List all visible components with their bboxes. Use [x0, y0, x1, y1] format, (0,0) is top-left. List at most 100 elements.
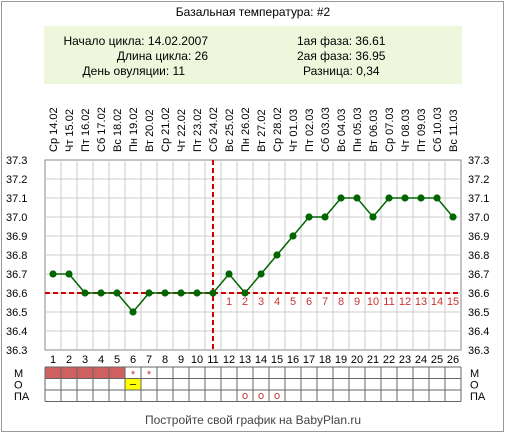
- y-tick-right: 37.1: [468, 193, 489, 205]
- x-tick-label: 13: [239, 354, 251, 366]
- phase2-day-label: 14: [431, 296, 443, 308]
- pa-mark: о: [274, 390, 280, 402]
- footer-text: Постройте свой график на BabyPlan.ru: [145, 413, 361, 427]
- phase2-day-label: 13: [415, 296, 427, 308]
- temperature-point: [369, 213, 377, 221]
- temperature-point: [353, 194, 361, 202]
- chart-title: Базальная температура: #2: [176, 5, 331, 19]
- x-tick-label: 17: [303, 354, 315, 366]
- phase2-day-label: 7: [322, 296, 328, 308]
- x-tick-label: 9: [178, 354, 184, 366]
- discharge-mark: –: [130, 379, 137, 391]
- temperature-point: [401, 194, 409, 202]
- phase2-day-label: 8: [338, 296, 344, 308]
- phase1-avg: 1ая фаза: 36.61: [297, 34, 386, 48]
- date-label: Ср 28.02: [272, 107, 284, 152]
- x-tick-label: 19: [335, 354, 347, 366]
- menses-cell: [77, 367, 93, 379]
- y-tick-left: 36.7: [6, 269, 27, 281]
- pa-mark: о: [258, 390, 264, 402]
- phase2-day-label: 2: [242, 296, 248, 308]
- cycle-start: Начало цикла: 14.02.2007: [63, 34, 208, 48]
- phase2-day-label: 15: [447, 296, 459, 308]
- phase2-day-label: 10: [367, 296, 379, 308]
- cycle-length: Длина цикла: 26: [117, 49, 208, 63]
- x-tick-label: 11: [207, 354, 218, 366]
- x-tick-label: 5: [114, 354, 120, 366]
- y-tick-left: 36.8: [6, 250, 27, 262]
- temperature-point: [145, 289, 153, 297]
- y-tick-left: 36.5: [6, 307, 27, 319]
- star-mark: *: [147, 369, 152, 381]
- row-label-right: ПА: [470, 391, 486, 403]
- date-label: Ср 07.03: [384, 107, 396, 152]
- x-tick-label: 8: [162, 354, 168, 366]
- row-label-right: О: [470, 380, 479, 392]
- temperature-point: [49, 270, 57, 278]
- discharge-cell: [125, 378, 141, 390]
- temperature-point: [65, 270, 73, 278]
- x-tick-label: 1: [50, 354, 56, 366]
- info-panel: [44, 26, 462, 84]
- phase2-day-label: 9: [354, 296, 360, 308]
- x-tick-label: 6: [130, 354, 136, 366]
- y-tick-right: 36.5: [468, 307, 489, 319]
- phase2-day-label: 1: [226, 296, 232, 308]
- phase2-day-label: 11: [383, 296, 394, 308]
- phase2-day-label: 3: [258, 296, 264, 308]
- menses-cell: [61, 367, 77, 379]
- y-tick-left: 36.4: [6, 326, 27, 338]
- date-label: Сб 03.03: [320, 107, 332, 152]
- y-axis-ticks: 36.3 36.3 36.4 36.4 36.5 36.5 36.6 36.6 36.7 36.7…: [6, 155, 489, 357]
- date-label: Пн 19.02: [128, 107, 140, 152]
- x-tick-label: 3: [82, 354, 88, 366]
- x-tick-label: 26: [447, 354, 459, 366]
- temperature-point: [321, 213, 329, 221]
- date-label: Чт 01.03: [288, 109, 300, 152]
- y-tick-right: 36.6: [468, 288, 489, 300]
- temperature-point: [225, 270, 233, 278]
- date-label: Вт 27.02: [256, 109, 268, 152]
- y-tick-left: 37.0: [6, 212, 27, 224]
- temperature-point: [449, 213, 457, 221]
- star-mark: *: [131, 369, 136, 381]
- y-tick-right: 36.8: [468, 250, 489, 262]
- y-tick-left: 36.6: [6, 288, 27, 300]
- x-tick-label: 25: [431, 354, 443, 366]
- date-label: Сб 24.02: [208, 107, 220, 152]
- x-tick-label: 20: [351, 354, 363, 366]
- phase2-avg: 2ая фаза: 36.95: [297, 49, 386, 63]
- y-tick-right: 37.2: [468, 174, 489, 186]
- y-tick-right: 36.3: [468, 345, 489, 357]
- temperature-point: [193, 289, 201, 297]
- temperature-point: [385, 194, 393, 202]
- bottom-rows: М МО ОПА ПА–* *о о о: [14, 366, 486, 403]
- temperature-point: [289, 232, 297, 240]
- row-label-left: ПА: [14, 391, 30, 403]
- date-label: Чт 15.02: [64, 109, 76, 152]
- pa-mark: о: [242, 390, 248, 402]
- row-label-left: М: [14, 368, 23, 380]
- x-tick-label: 24: [415, 354, 427, 366]
- temperature-line: [53, 197, 454, 314]
- row-label-right: М: [470, 368, 479, 380]
- series-temperature: [49, 194, 457, 316]
- y-tick-right: 37.3: [468, 155, 489, 167]
- y-tick-left: 37.3: [6, 155, 27, 167]
- temperature-point: [433, 194, 441, 202]
- phase2-day-label: 6: [306, 296, 312, 308]
- date-label: Вт 20.02: [144, 109, 156, 152]
- threshold-lines: [45, 160, 461, 350]
- y-tick-right: 36.7: [468, 269, 489, 281]
- x-tick-label: 18: [319, 354, 331, 366]
- date-label: Вс 25.02: [224, 109, 236, 152]
- temperature-point: [113, 289, 121, 297]
- temperature-point: [81, 289, 89, 297]
- menses-cell: [93, 367, 109, 379]
- date-label: Чт 22.02: [176, 109, 188, 152]
- x-tick-label: 12: [223, 354, 235, 366]
- date-label: Пн 05.03: [352, 107, 364, 152]
- phase2-day-label: 5: [290, 296, 296, 308]
